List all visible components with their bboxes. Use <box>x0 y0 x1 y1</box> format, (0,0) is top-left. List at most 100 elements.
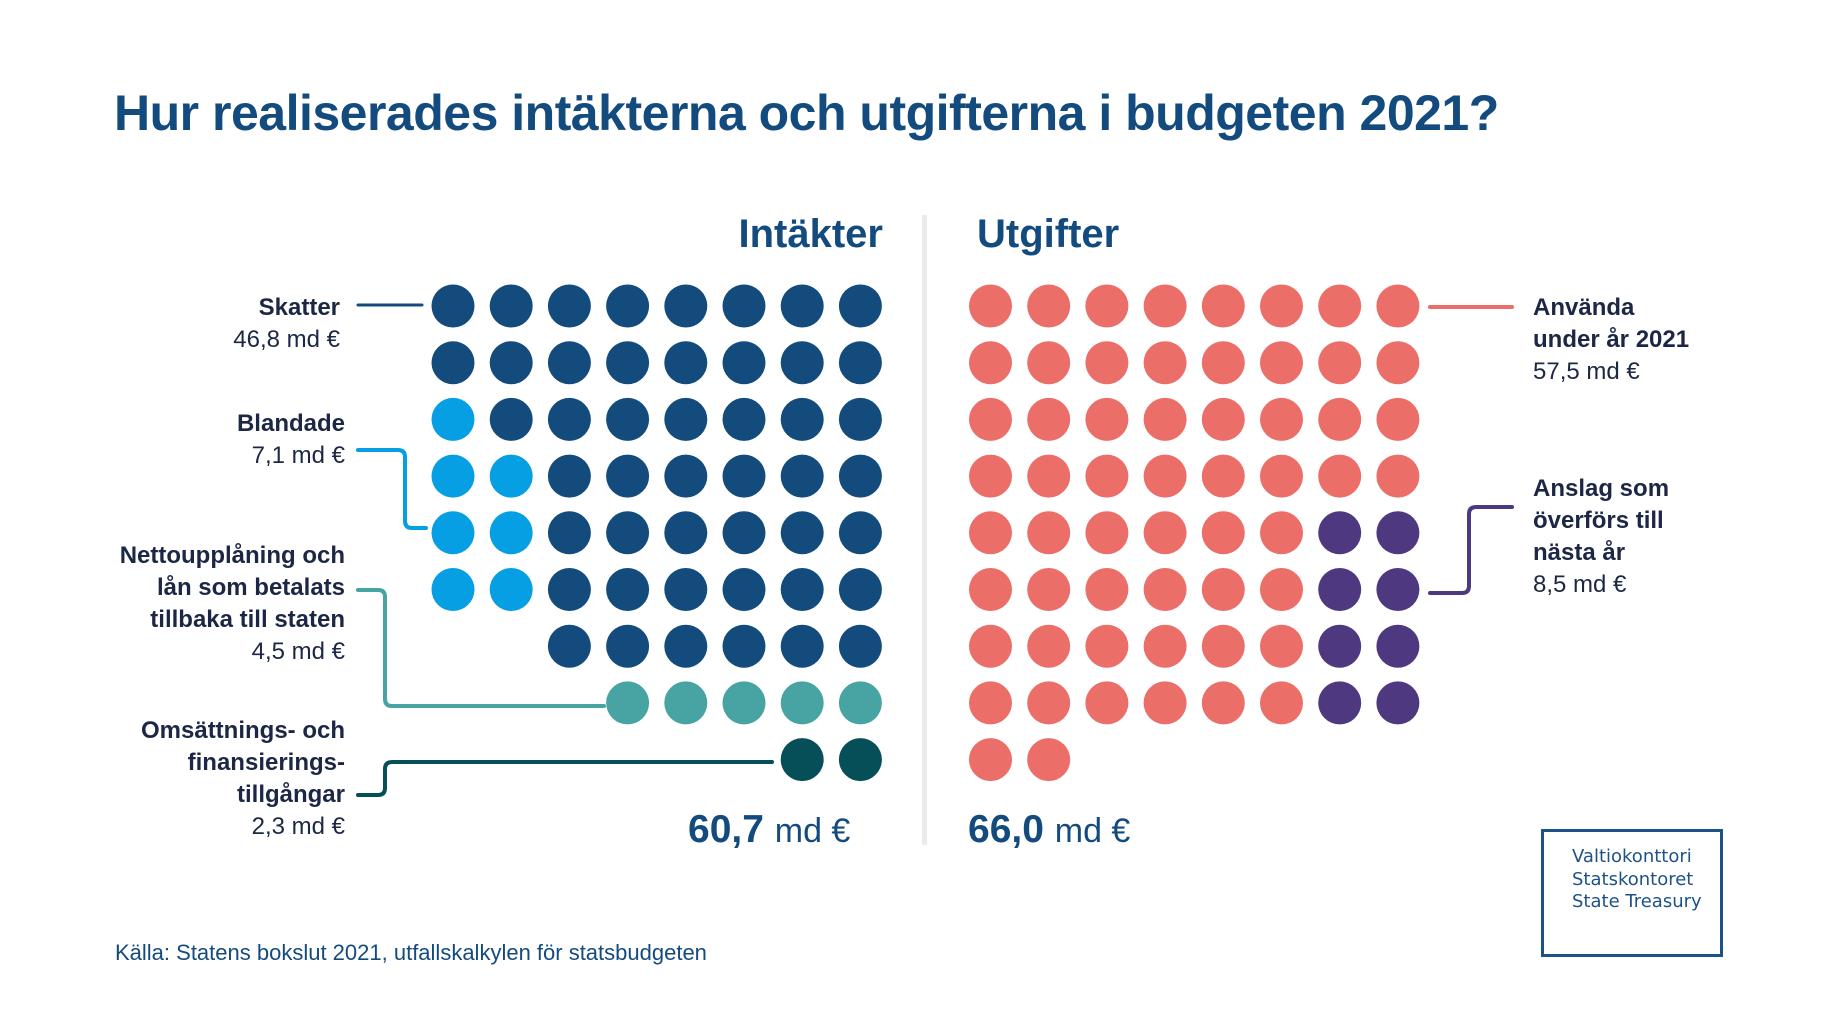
revenue-dot-skatter <box>606 284 650 328</box>
revenue-dot-nettoupplåning <box>606 681 650 725</box>
source-note: Källa: Statens bokslut 2021, utfallskalk… <box>115 940 707 965</box>
connector-blandade <box>356 448 428 530</box>
label-skatter: Skatter 46,8 md € <box>233 292 340 356</box>
revenue-dot-skatter <box>664 624 708 668</box>
expenditure-dot-använda <box>1143 397 1187 441</box>
total-revenue: 60,7 md € <box>688 808 850 852</box>
expenditure-dot-anslag <box>1318 681 1362 725</box>
label-anslag-line3: nästa år <box>1533 539 1626 566</box>
expenditure-dot-använda <box>969 284 1012 328</box>
label-omsattnings: Omsättnings- och finansierings- tillgång… <box>141 715 345 843</box>
connector-nettoupplaning <box>356 588 606 708</box>
revenue-dot-skatter <box>547 284 591 328</box>
expenditure-dot-använda <box>1260 397 1303 441</box>
expenditure-dot-använda <box>1201 511 1245 555</box>
expenditure-dot-använda <box>1085 284 1129 328</box>
revenue-dot-skatter <box>664 397 708 441</box>
expenditure-dot-anslag <box>1376 511 1420 555</box>
panel-title-revenue: Intäkter <box>738 212 884 256</box>
revenue-dot-skatter <box>606 568 650 611</box>
expenditure-dot-anslag <box>1376 681 1420 725</box>
revenue-dot-omsättnings <box>838 738 882 782</box>
label-nettoupplaning: Nettoupplåning och lån som betalats till… <box>120 540 345 668</box>
label-blandade: Blandade 7,1 md € <box>237 408 345 472</box>
revenue-dot-skatter <box>664 284 708 328</box>
label-skatter-value: 46,8 md € <box>233 326 340 353</box>
expenditure-dot-anslag <box>1318 568 1362 611</box>
expenditure-dot-använda <box>1201 397 1245 441</box>
revenue-dot-blandade <box>489 568 533 611</box>
revenue-dot-skatter <box>606 511 650 555</box>
label-nettoupplaning-line2: lån som betalats <box>156 574 345 601</box>
expenditure-dot-använda <box>1143 568 1187 611</box>
expenditure-dot-använda <box>1027 568 1071 611</box>
expenditure-dot-använda <box>1027 511 1071 555</box>
expenditure-dot-använda <box>969 738 1012 782</box>
label-anvanda-line2: under år 2021 <box>1533 326 1690 353</box>
expenditure-dot-använda <box>1260 341 1303 385</box>
revenue-dot-skatter <box>547 624 591 668</box>
revenue-dot-skatter <box>547 454 591 498</box>
revenue-dot-skatter <box>722 624 766 668</box>
revenue-dot-skatter <box>780 511 824 555</box>
revenue-dot-skatter <box>838 624 882 668</box>
expenditure-dot-använda <box>1085 681 1129 725</box>
label-anslag-value: 8,5 md € <box>1533 571 1627 598</box>
revenue-dot-skatter <box>780 284 824 328</box>
revenue-dot-skatter <box>838 454 882 498</box>
revenue-dot-blandade <box>431 397 475 441</box>
expenditure-dot-använda <box>969 341 1012 385</box>
expenditure-dot-använda <box>1143 284 1187 328</box>
expenditure-dot-använda <box>1027 738 1071 782</box>
logo-line-sv: Statskontoret <box>1572 869 1694 890</box>
expenditure-dot-använda <box>1027 397 1071 441</box>
revenue-dot-skatter <box>547 397 591 441</box>
expenditure-dot-använda <box>969 454 1012 498</box>
total-revenue-value: 60,7 <box>688 808 764 851</box>
expenditure-dot-använda <box>1318 397 1362 441</box>
label-skatter-name: Skatter <box>258 294 340 321</box>
revenue-dot-skatter <box>722 454 766 498</box>
revenue-dot-blandade <box>489 511 533 555</box>
expenditure-dot-använda <box>969 397 1012 441</box>
expenditure-dot-använda <box>1260 284 1303 328</box>
expenditure-dot-använda <box>1143 511 1187 555</box>
revenue-dot-skatter <box>838 397 882 441</box>
expenditure-dot-använda <box>1260 511 1303 555</box>
revenue-dot-skatter <box>664 454 708 498</box>
expenditure-dot-anslag <box>1376 624 1420 668</box>
revenue-dot-skatter <box>606 341 650 385</box>
expenditure-dot-använda <box>1201 624 1245 668</box>
revenue-dot-omsättnings <box>780 738 824 782</box>
revenue-dot-skatter <box>780 454 824 498</box>
expenditure-dot-anslag <box>1376 568 1420 611</box>
revenue-dot-skatter <box>722 511 766 555</box>
revenue-dots <box>431 284 882 782</box>
label-anvanda: Använda under år 2021 57,5 md € <box>1533 292 1689 388</box>
expenditure-dot-använda <box>1260 624 1303 668</box>
expenditure-dot-använda <box>969 624 1012 668</box>
revenue-dot-skatter <box>780 568 824 611</box>
revenue-dot-skatter <box>431 284 475 328</box>
expenditure-dot-anslag <box>1318 624 1362 668</box>
revenue-dot-skatter <box>838 284 882 328</box>
revenue-dot-skatter <box>838 568 882 611</box>
expenditure-dot-använda <box>969 511 1012 555</box>
total-expenditure-unit: md € <box>1054 812 1131 850</box>
revenue-dot-skatter <box>489 284 533 328</box>
revenue-dot-skatter <box>431 341 475 385</box>
revenue-dot-skatter <box>547 511 591 555</box>
expenditure-dot-använda <box>1376 454 1420 498</box>
label-omsattnings-line2: finansierings- <box>187 749 345 776</box>
revenue-dot-skatter <box>547 341 591 385</box>
expenditure-dot-använda <box>969 568 1012 611</box>
revenue-dot-skatter <box>780 624 824 668</box>
label-anslag-line1: Anslag som <box>1533 475 1670 502</box>
expenditure-dot-använda <box>1027 284 1071 328</box>
revenue-dot-skatter <box>722 341 766 385</box>
expenditure-dot-använda <box>1027 681 1071 725</box>
revenue-dot-nettoupplåning <box>838 681 882 725</box>
revenue-dot-blandade <box>431 454 475 498</box>
label-nettoupplaning-line1: Nettoupplåning och <box>119 542 345 569</box>
label-omsattnings-value: 2,3 md € <box>251 813 345 840</box>
